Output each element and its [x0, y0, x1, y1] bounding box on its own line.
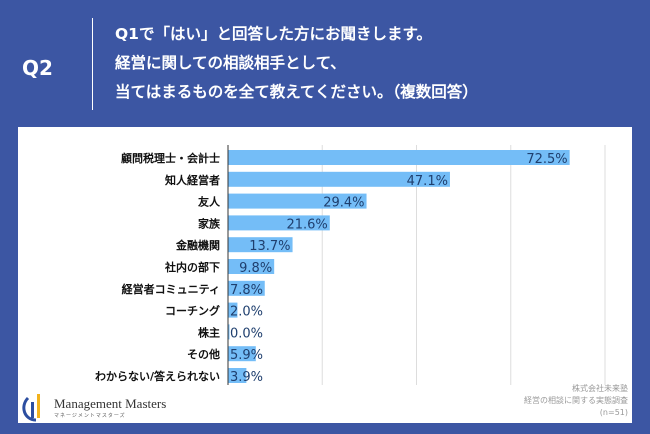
data-label: 5.9%: [230, 348, 263, 363]
question-text: Q1で「はい」と回答した方にお聞きします。 経営に関しての相談相手として、 当て…: [115, 20, 478, 107]
category-label: 株主: [198, 325, 220, 339]
data-label: 2.0%: [230, 305, 263, 320]
data-label: 9.8%: [239, 261, 272, 276]
logo-mark-icon: [22, 394, 40, 422]
bar: [228, 368, 247, 383]
source-note: 株式会社未来塾 経営の相談に関する実態調査 (n=51): [524, 383, 628, 419]
data-label: 21.6%: [286, 217, 327, 232]
bar: [228, 237, 293, 253]
bar: [228, 193, 367, 209]
question-line: 経営に関しての相談相手として、: [115, 54, 346, 72]
data-label: 7.8%: [230, 283, 263, 298]
bar: [228, 171, 450, 187]
logo: Management Masters マネージメントマスターズ: [22, 392, 166, 422]
data-label: 29.4%: [323, 196, 364, 211]
category-label: 社内の部下: [164, 260, 220, 274]
data-label: 47.1%: [407, 174, 448, 189]
category-label: 知人経営者: [164, 173, 220, 187]
bar: [228, 259, 275, 274]
question-number: Q2: [22, 56, 53, 80]
data-label: 72.5%: [526, 152, 567, 167]
logo-name: Management Masters: [54, 395, 167, 411]
data-label: 3.9%: [230, 370, 263, 385]
source-survey: 経営の相談に関する実態調査: [524, 396, 628, 405]
category-label: 友人: [198, 195, 221, 209]
category-label: その他: [187, 347, 220, 361]
category-label: 顧問税理士・会計士: [121, 151, 220, 165]
bar: [228, 302, 238, 318]
category-label: 経営者コミュニティ: [122, 282, 220, 296]
source-company: 株式会社未来塾: [572, 384, 628, 393]
question-line: 当てはまるものを全て教えてください。（複数回答）: [115, 83, 478, 101]
bar: [228, 215, 330, 231]
category-label: 金融機関: [175, 238, 220, 252]
question-line: Q1で「はい」と回答した方にお聞きします。: [115, 25, 432, 43]
bar: [228, 346, 256, 362]
logo-sub: マネージメントマスターズ: [54, 412, 126, 419]
bar: [228, 324, 230, 340]
data-label: 0.0%: [230, 326, 263, 341]
bar: [228, 280, 265, 296]
category-label: コーチング: [165, 304, 220, 318]
category-label: 家族: [198, 216, 221, 230]
divider: [92, 18, 93, 110]
sample-size: (n=51): [599, 408, 628, 417]
category-label: わからない/答えられない: [95, 369, 220, 383]
bar: [228, 150, 570, 165]
data-label: 13.7%: [249, 239, 290, 254]
